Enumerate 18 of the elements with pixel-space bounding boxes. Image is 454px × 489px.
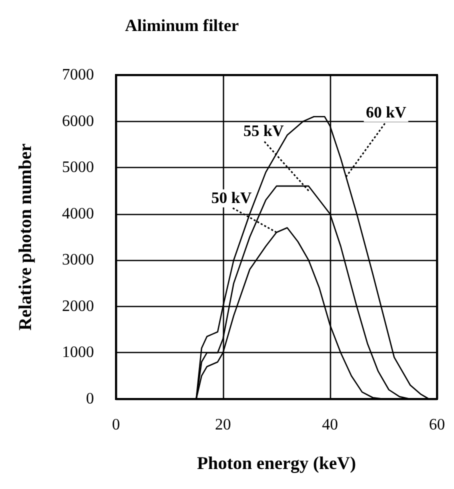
chart-title: Aliminum filter xyxy=(125,16,240,35)
y-tick-label: 7000 xyxy=(62,66,94,84)
annotation: 50 kV xyxy=(211,190,252,207)
x-tick-label: 40 xyxy=(322,416,338,434)
x-tick-label: 0 xyxy=(112,416,120,434)
annotation: 55 kV xyxy=(243,123,284,140)
y-tick-label: 6000 xyxy=(62,112,94,130)
y-tick-label: 0 xyxy=(86,390,94,408)
annotation: 60 kV xyxy=(366,104,407,122)
y-axis-title: Relative photon number xyxy=(15,143,35,331)
y-tick-label: 1000 xyxy=(62,344,94,362)
y-tick-label: 2000 xyxy=(62,298,94,315)
y-tick-label: 5000 xyxy=(62,159,94,176)
x-tick-label: 20 xyxy=(215,416,231,434)
y-tick-label: 3000 xyxy=(62,252,94,269)
x-tick-label: 60 xyxy=(429,416,445,434)
x-axis-title: Photon energy (keV) xyxy=(197,453,356,473)
y-tick-label: 4000 xyxy=(62,205,94,222)
